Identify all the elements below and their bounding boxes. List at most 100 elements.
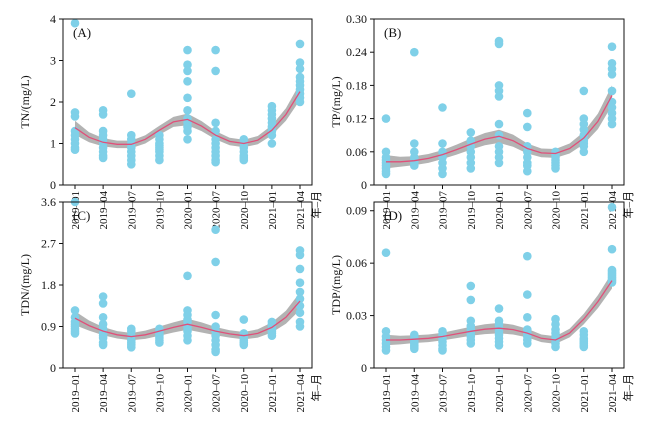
x-tick-label: 2020–10 (239, 374, 251, 413)
y-tick-label: 0.06 (346, 145, 367, 159)
data-point (98, 110, 108, 119)
data-point (267, 139, 277, 148)
x-tick-label: 2020–01 (494, 191, 506, 230)
data-point (494, 92, 504, 101)
data-point (183, 135, 192, 144)
data-point (579, 342, 589, 352)
data-point (183, 93, 192, 103)
data-point (466, 339, 476, 348)
data-point (183, 77, 192, 86)
x-tick-label: 2019–04 (98, 191, 110, 230)
trend-line (74, 91, 301, 145)
y-axis-label: TP/(mg/L) (329, 76, 343, 127)
x-tick-label: 2021–01 (579, 374, 591, 413)
data-point (98, 299, 108, 308)
y-tick-label: 0.12 (346, 112, 367, 126)
x-tick-label: 2019–04 (409, 191, 421, 230)
y-axis-label: TN/(mg/L) (18, 75, 32, 128)
data-point (70, 306, 80, 315)
y-tick-label: 0 (50, 178, 56, 192)
data-point (410, 344, 419, 354)
y-tick-label: 1.8 (41, 278, 56, 292)
panel-d: 0 0.03 0.06 0.09 2019–01 2019–04 2019–07 2019–1… (329, 201, 635, 413)
data-point (183, 126, 192, 136)
panel-label: (A) (73, 25, 91, 40)
data-point (466, 164, 476, 173)
x-tick-label: 2019–07 (438, 191, 450, 230)
data-point (381, 346, 391, 355)
data-point (295, 308, 305, 318)
x-tick-label: 2019–10 (466, 191, 478, 230)
y-tick-label: 0 (50, 361, 56, 375)
data-point (239, 315, 249, 324)
x-tick-label: 2020–10 (551, 191, 563, 230)
data-point (466, 281, 476, 291)
data-point (438, 346, 447, 355)
panel-label: (B) (384, 25, 401, 40)
confidence-band (386, 85, 612, 169)
trend-line (386, 280, 613, 341)
y-tick-label: 2 (50, 95, 56, 109)
data-point (607, 202, 617, 212)
data-point (155, 155, 164, 165)
data-point (70, 112, 80, 121)
x-tick-label: 2020–01 (494, 374, 506, 413)
y-tick-label: 2.7 (41, 237, 56, 251)
x-tick-label: 2019–01 (381, 191, 393, 230)
data-point (183, 60, 192, 69)
x-tick-label: 2019–07 (126, 374, 138, 413)
x-tick-label: 2020–01 (183, 374, 195, 413)
data-point (183, 45, 192, 55)
data-point (98, 340, 108, 350)
y-tick-label: 1 (50, 137, 56, 151)
data-point (295, 322, 305, 331)
y-tick-label: 0.24 (346, 45, 367, 59)
data-point (211, 257, 220, 267)
y-tick-label: 4 (50, 12, 56, 26)
x-tick-label: 2019–10 (154, 374, 166, 413)
data-point (551, 164, 560, 173)
data-point (410, 47, 419, 57)
data-point (579, 86, 589, 96)
x-tick-label: 2019–01 (70, 374, 82, 413)
data-point (438, 169, 447, 179)
data-point (607, 119, 617, 129)
data-point (183, 336, 192, 345)
data-point (127, 343, 136, 352)
y-tick-label: 0 (361, 178, 367, 192)
x-tick-label: 2020–01 (183, 191, 195, 230)
data-point (295, 250, 305, 260)
data-point (295, 58, 305, 67)
x-tick-label: 2020–07 (211, 374, 223, 413)
x-tick-label: 2019–07 (438, 374, 450, 413)
x-tick-label: 2019–04 (98, 374, 110, 413)
y-tick-label: 0.09 (346, 204, 367, 218)
x-tick-label: 2019–10 (154, 191, 166, 230)
data-point (438, 139, 447, 148)
data-point (607, 70, 617, 79)
data-point (295, 64, 305, 74)
data-point (239, 155, 249, 165)
y-axis-label: TDP/(mg/L) (329, 255, 343, 315)
data-point (98, 292, 108, 301)
data-point (295, 39, 305, 49)
x-tick-label: 2021–01 (267, 191, 279, 230)
data-point (183, 106, 192, 115)
trend-line (386, 95, 613, 163)
data-point (607, 42, 617, 51)
data-point (211, 157, 220, 167)
data-point (183, 271, 192, 281)
data-point (381, 114, 391, 123)
data-point (295, 264, 305, 274)
data-point (211, 66, 220, 76)
data-point (211, 45, 220, 55)
y-tick-label: 0 (361, 361, 367, 375)
x-tick-label: 2021–01 (267, 374, 279, 413)
data-point (607, 244, 617, 254)
x-tick-label: 2021–04 (295, 191, 307, 230)
data-point (523, 251, 532, 261)
panel-label: (C) (73, 208, 90, 223)
data-point (466, 295, 476, 305)
data-point (295, 97, 305, 107)
